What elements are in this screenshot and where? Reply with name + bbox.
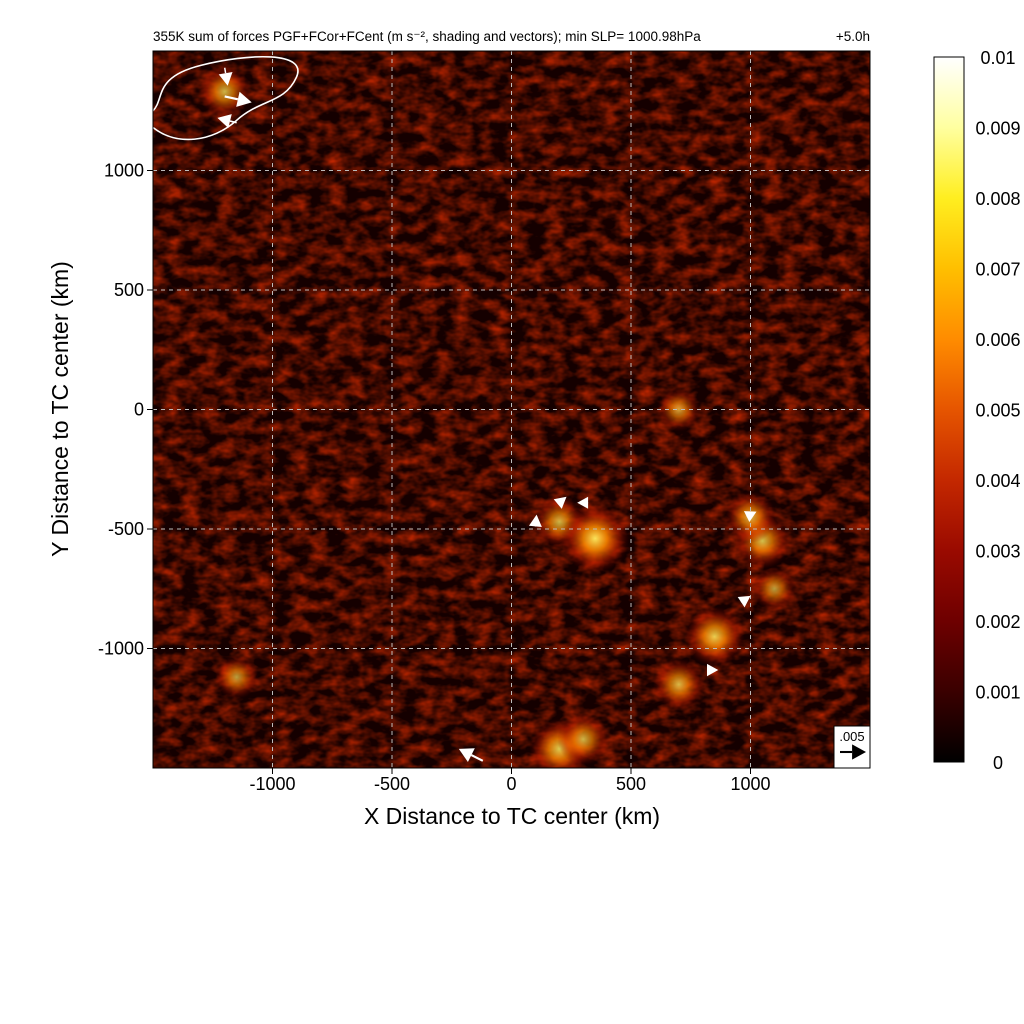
time-label: +5.0h [836, 29, 870, 44]
x-tick-label: 0 [506, 774, 516, 794]
colorbar-tick-label: 0.01 [980, 48, 1015, 68]
plot-area [153, 51, 870, 768]
y-tick-label: 500 [114, 280, 144, 300]
bright-region [656, 387, 701, 432]
colorbar-tick-label: 0.002 [975, 612, 1020, 632]
reference-arrow [840, 744, 866, 760]
y-tick-label: 1000 [104, 161, 144, 181]
force-vector [737, 595, 751, 608]
y-tick-label: 0 [134, 400, 144, 420]
bright-region [214, 655, 259, 700]
force-vector [743, 511, 757, 522]
force-vector [218, 67, 233, 86]
colorbar-tick-label: 0 [993, 753, 1003, 773]
colorbar-tick-label: 0.006 [975, 330, 1020, 350]
force-vector [224, 91, 252, 107]
colorbar-tick-label: 0.007 [975, 260, 1020, 280]
y-axis-label: Y Distance to TC center (km) [47, 261, 73, 557]
force-vector [528, 514, 542, 528]
slp-contours [153, 55, 299, 141]
chart-title: 355K sum of forces PGF+FCor+FCent (m s⁻²… [153, 29, 701, 44]
colorbar-tick-label: 0.001 [975, 683, 1020, 703]
bright-region [752, 566, 797, 611]
reference-arrow-icon [840, 744, 866, 760]
bright-region [561, 504, 630, 573]
x-tick-label: -500 [374, 774, 410, 794]
force-vector [577, 496, 589, 509]
x-tick-label: 1000 [730, 774, 770, 794]
y-axis: -1000 -500 0 500 1000 [98, 161, 153, 659]
colorbar-tick-label: 0.008 [975, 189, 1020, 209]
x-tick-label: 500 [616, 774, 646, 794]
y-tick-label: -500 [108, 519, 144, 539]
x-axis-label: X Distance to TC center (km) [364, 803, 660, 829]
colorbar-gradient [933, 56, 965, 763]
x-axis: -1000 -500 0 500 1000 [249, 768, 771, 794]
y-tick-label: -1000 [98, 639, 144, 659]
reference-box-background [833, 725, 871, 769]
bright-region [557, 713, 610, 766]
force-vector [217, 114, 237, 128]
colorbar: 0.01 0.009 0.008 0.007 0.006 0.005 0.004 0.003 0… [933, 48, 1021, 773]
bright-region [684, 606, 745, 667]
bright-region [652, 658, 705, 711]
colorbar-tick-label: 0.003 [975, 542, 1020, 562]
colorbar-ticks: 0.01 0.009 0.008 0.007 0.006 0.005 0.004 0.003 0… [975, 48, 1020, 773]
force-vectors [217, 67, 757, 763]
force-vector [458, 748, 484, 763]
reference-vector-box: .005 [833, 725, 871, 769]
x-tick-label: -1000 [249, 774, 295, 794]
reference-vector-label: .005 [839, 729, 864, 744]
force-vector [707, 663, 719, 677]
colorbar-tick-label: 0.005 [975, 401, 1020, 421]
colorbar-tick-label: 0.009 [975, 119, 1020, 139]
slp-contour-line [153, 55, 299, 141]
shading-texture [153, 51, 870, 768]
force-vector [553, 496, 567, 509]
colorbar-tick-label: 0.004 [975, 471, 1020, 491]
